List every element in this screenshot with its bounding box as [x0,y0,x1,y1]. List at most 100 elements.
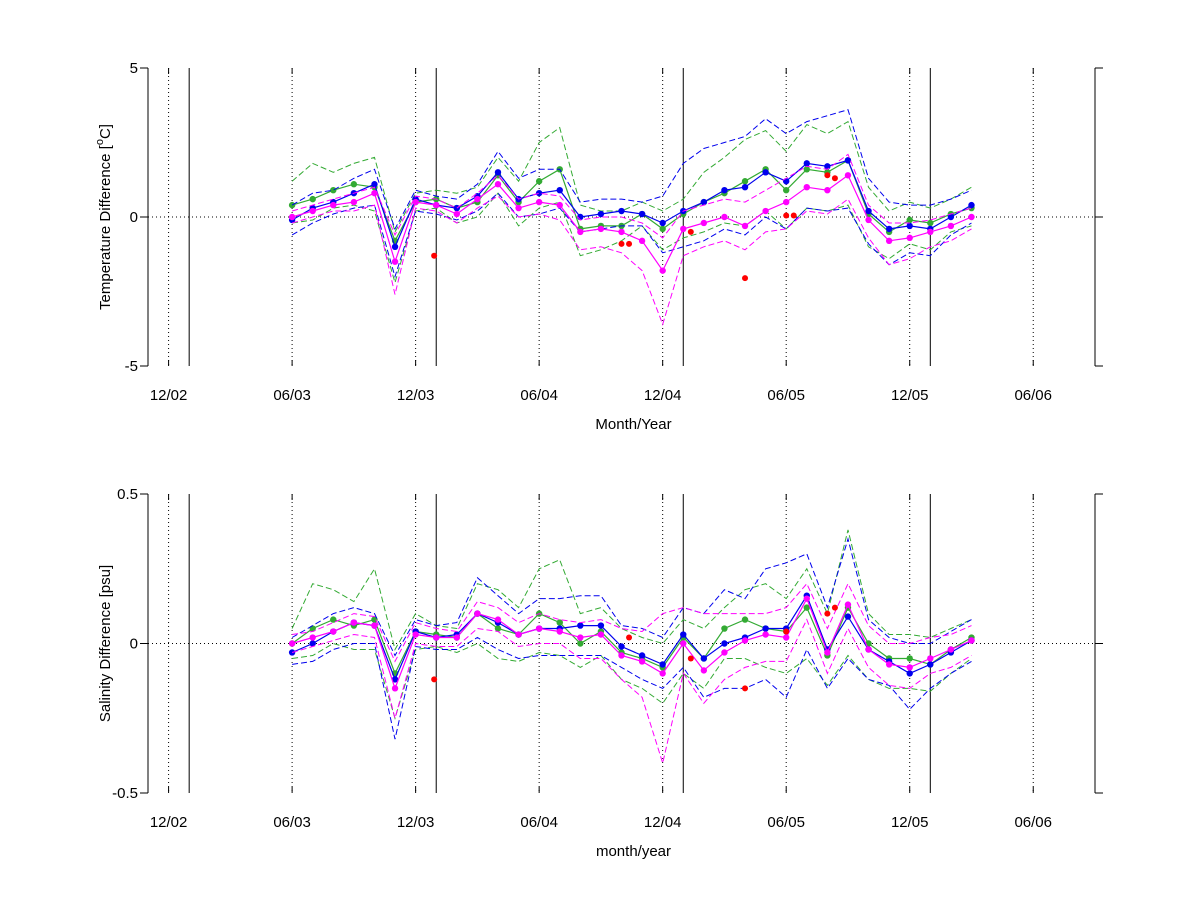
salinity-panel: 12/02 06/03 12/03 06/04 12/04 06/05 12/05 06/06… [97,486,1103,860]
series-1-lower-envelope [292,636,972,740]
observation-point [831,604,838,611]
series-1-point [700,198,708,206]
observation-point [431,676,438,683]
series-0-point [350,181,358,188]
series-0-point [309,195,316,203]
series-1-point [741,184,749,191]
series-2-point [721,649,728,656]
series-0-point [906,655,913,662]
x-tick-label: 12/04 [644,387,682,404]
series-0-point [741,178,749,185]
series-2-point [371,189,378,197]
series-1-point [721,640,728,647]
series-1-point [309,640,316,647]
observation-point [687,228,694,235]
series-2-point [391,258,399,265]
series-0-point [330,186,337,194]
series-2-point [330,628,337,635]
series-0-upper-envelope [291,120,972,234]
series-2-point [556,201,563,209]
series-0-point [803,166,810,173]
series-1-point [947,213,955,221]
series-2-point [577,634,584,641]
series-1-point [577,622,584,629]
series-2-point [494,616,502,623]
observation-point [831,175,838,182]
series-1-point [700,655,708,662]
x-tick-label: 06/04 [520,387,558,404]
series-1-point [391,676,399,683]
series-2-upper-envelope [291,153,972,239]
series-1-point [762,625,769,632]
y-tick-label: 0.5 [117,486,138,503]
series-2-point [824,649,831,656]
series-1-point [659,219,666,227]
series-2-point [680,640,687,647]
series-2-point [968,213,975,221]
series-2-point [474,610,481,617]
x-tick-label: 06/06 [1014,814,1052,831]
series-1-point [638,210,646,218]
observation-point [618,240,625,247]
x-axis-label: month/year [596,843,671,860]
series-1-upper-envelope [291,109,972,231]
series-1-line [291,159,972,249]
series-0-upper-envelope [291,529,972,651]
series-2-point [885,237,893,245]
series-2-point [741,637,749,644]
observation-point [687,655,694,662]
series-2-point [680,225,687,233]
series-2-point [618,228,625,236]
series-2-line [291,597,972,691]
series-2-point [968,637,975,644]
series-2-point [453,210,461,218]
series-1-point [782,178,790,185]
series-2-point [844,601,852,608]
series-2-point [350,619,358,626]
series-2-point [433,634,440,641]
y-tick-label: -5 [125,358,138,375]
series-2-point [721,213,728,221]
x-tick-label: 12/05 [891,814,929,831]
x-tick-label: 06/03 [273,387,311,404]
x-tick-label: 06/05 [767,814,805,831]
series-1-point [885,225,893,233]
series-2-point [844,172,852,179]
series-2-point [927,655,934,662]
series-2-point [474,195,481,203]
observation-point [783,212,790,219]
series-2-point [494,181,502,188]
observation-point [783,628,790,635]
series-1-point [371,181,378,188]
observation-point [431,252,438,259]
series-1-point [535,189,543,197]
series-2-point [371,622,378,629]
x-tick-label: 06/04 [520,814,558,831]
series-1-point [968,201,975,209]
series-0-point [721,625,728,632]
series-1-point [906,670,913,677]
series-1-point [494,169,502,176]
series-0-point [494,625,502,632]
series-0-point [330,616,337,623]
series-2-point [927,228,934,236]
x-tick-label: 12/02 [150,387,188,404]
series-2-line [291,174,972,272]
series-1-point [453,204,461,212]
series-2-point [412,198,419,206]
series-2-point [535,625,543,632]
series-0-point [556,619,563,626]
series-2-point [515,631,522,638]
series-2-point [762,631,769,638]
y-axis-label: Temperature Difference [oC] [94,124,114,310]
series-0-lower-envelope [292,192,972,285]
series-1-lower-envelope [291,192,972,279]
observation-point [742,685,749,692]
series-2-point [865,646,872,653]
series-1-point [618,643,625,650]
series-2-point [885,661,893,668]
series-1-point [844,613,852,620]
series-1-point [659,661,666,668]
